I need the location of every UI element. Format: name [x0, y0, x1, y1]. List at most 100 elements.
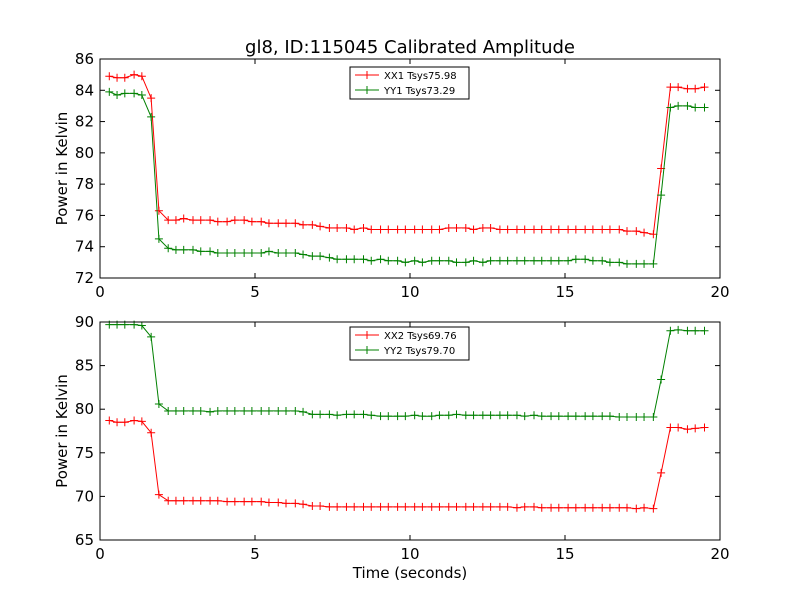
data-point: [147, 94, 156, 103]
legend-label: YY2 Tsys79.70: [383, 346, 455, 357]
data-point: [171, 406, 180, 415]
data-point: [264, 219, 273, 228]
data-point: [649, 504, 658, 513]
data-point: [632, 413, 641, 422]
data-point: [623, 259, 631, 268]
data-point: [299, 500, 308, 509]
data-point: [512, 411, 521, 420]
x-tick-label: 10: [400, 283, 419, 301]
y-tick-label: 76: [75, 206, 94, 224]
data-point: [367, 225, 376, 234]
data-point: [299, 220, 308, 229]
data-point: [452, 410, 461, 419]
data-point: [230, 497, 239, 506]
data-point: [478, 223, 487, 232]
data-point: [264, 247, 273, 256]
data-point: [427, 502, 436, 511]
data-point: [605, 412, 614, 421]
data-point: [113, 90, 122, 99]
data-point: [189, 245, 197, 254]
data-point: [376, 225, 385, 234]
data-point: [213, 406, 222, 415]
data-point: [274, 406, 283, 415]
data-point: [495, 256, 504, 265]
data-point: [247, 217, 256, 226]
data-point: [588, 503, 597, 512]
data-point: [435, 502, 444, 511]
data-point: [530, 225, 538, 234]
data-point: [316, 410, 325, 419]
y-axis-label: Power in Kelvin: [53, 374, 71, 488]
data-point: [452, 223, 461, 232]
data-point: [554, 256, 563, 265]
data-point: [316, 222, 325, 231]
data-point: [282, 219, 290, 228]
data-point: [333, 411, 342, 420]
y-tick-label: 90: [75, 313, 94, 331]
data-point: [512, 225, 521, 234]
data-point: [657, 375, 666, 384]
data-point: [196, 216, 205, 225]
data-point: [598, 503, 607, 512]
data-point: [308, 220, 317, 229]
data-point: [179, 406, 188, 415]
data-point: [461, 502, 470, 511]
data-point: [530, 256, 538, 265]
data-point: [247, 248, 256, 257]
data-point: [196, 247, 205, 256]
data-point: [367, 411, 376, 420]
data-point: [171, 245, 180, 254]
data-point: [605, 503, 614, 512]
data-point: [632, 259, 641, 268]
x-tick-label: 20: [710, 545, 729, 563]
data-point: [274, 248, 283, 257]
data-point: [503, 411, 512, 420]
data-point: [257, 217, 266, 226]
data-point: [223, 406, 232, 415]
data-point: [189, 496, 197, 505]
data-point: [130, 89, 139, 98]
data-point: [469, 411, 478, 420]
data-point: [342, 410, 351, 419]
data-point: [605, 225, 614, 234]
data-point: [615, 225, 624, 234]
data-point: [137, 72, 146, 81]
data-point: [469, 502, 478, 511]
data-point: [674, 101, 683, 110]
data-point: [691, 424, 700, 433]
series-yy2: [105, 320, 709, 422]
data-point: [461, 258, 470, 267]
y-tick-label: 74: [75, 238, 94, 256]
data-point: [410, 225, 419, 234]
data-point: [520, 412, 529, 421]
data-point: [240, 248, 249, 257]
data-point: [333, 502, 342, 511]
series-line: [109, 419, 705, 510]
data-point: [240, 497, 249, 506]
data-point: [384, 256, 393, 265]
data-point: [147, 428, 156, 437]
data-point: [230, 406, 239, 415]
data-point: [427, 412, 436, 421]
data-point: [376, 502, 385, 511]
data-point: [282, 406, 290, 415]
data-point: [342, 502, 351, 511]
data-point: [171, 216, 180, 225]
data-point: [478, 258, 487, 267]
data-point: [206, 407, 215, 416]
legend-marker: [363, 71, 371, 79]
data-point: [691, 84, 700, 93]
series-xx1: [105, 70, 709, 239]
y-axis-label: Power in Kelvin: [53, 112, 71, 226]
data-point: [213, 217, 222, 226]
data-point: [623, 503, 631, 512]
data-point: [316, 252, 325, 261]
data-point: [444, 502, 453, 511]
data-point: [120, 73, 129, 82]
data-point: [154, 399, 163, 408]
y-tick-label: 70: [75, 487, 94, 505]
data-point: [571, 503, 580, 512]
data-point: [520, 256, 529, 265]
